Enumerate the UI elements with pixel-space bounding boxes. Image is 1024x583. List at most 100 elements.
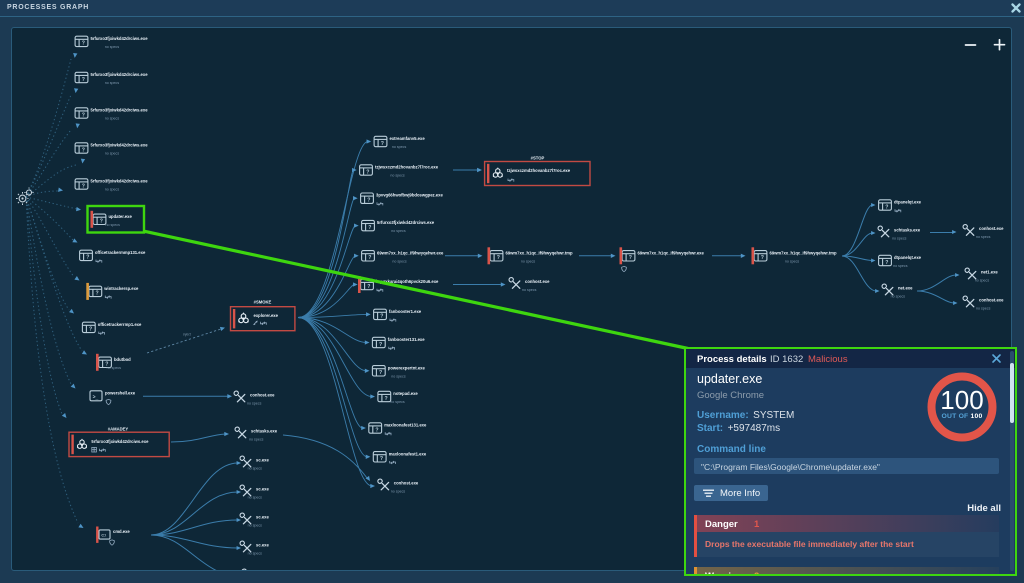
svg-text:?: ? bbox=[367, 284, 370, 290]
svg-text:5rfurxo3fjxiwkd42drciws.exe: 5rfurxo3fjxiwkd42drciws.exe bbox=[91, 439, 149, 444]
svg-text:dtpanelqt.exe: dtpanelqt.exe bbox=[894, 200, 922, 205]
svg-text:updater.exe: updater.exe bbox=[109, 214, 133, 219]
svg-text:3pvvg66hwofbwj9bdoswgpez.exe: 3pvvg66hwofbwj9bdoswgpez.exe bbox=[376, 193, 443, 198]
svg-text:conhost.exe: conhost.exe bbox=[525, 279, 550, 284]
svg-text:conhost.exe: conhost.exe bbox=[394, 481, 419, 486]
svg-text:no specs: no specs bbox=[391, 229, 406, 233]
svg-text:sc.exe: sc.exe bbox=[256, 458, 269, 463]
svg-text:no specs: no specs bbox=[976, 235, 991, 239]
svg-text:?: ? bbox=[497, 255, 500, 261]
svg-text:dtpanelqt.exe: dtpanelqt.exe bbox=[894, 255, 922, 260]
svg-text:?: ? bbox=[381, 141, 384, 147]
svg-text:69wm7xx_h1qc_if9hwyqehwr.tmp: 69wm7xx_h1qc_if9hwyqehwr.tmp bbox=[770, 250, 837, 255]
svg-text:?: ? bbox=[368, 225, 371, 231]
svg-text:?: ? bbox=[100, 219, 103, 225]
svg-text:no specs: no specs bbox=[892, 237, 907, 241]
svg-text:no specs: no specs bbox=[390, 174, 405, 178]
svg-text:?: ? bbox=[761, 255, 764, 261]
svg-text:#AMADEY: #AMADEY bbox=[108, 426, 129, 431]
svg-text:sc.exe: sc.exe bbox=[256, 543, 269, 548]
svg-text:?: ? bbox=[375, 427, 378, 433]
svg-text:?: ? bbox=[885, 260, 888, 266]
svg-text:?: ? bbox=[380, 314, 383, 320]
svg-text:no specs: no specs bbox=[248, 467, 263, 471]
svg-text:69wm7xx_h1qc_if9hwyqehwr.exe: 69wm7xx_h1qc_if9hwyqehwr.exe bbox=[638, 250, 705, 255]
svg-text:?: ? bbox=[96, 291, 99, 297]
svg-text:extreamfanv5.exe: extreamfanv5.exe bbox=[390, 136, 426, 141]
svg-text:no specs: no specs bbox=[521, 259, 536, 263]
svg-text:tzjwsxczmd2hovanbz7l7roc.exe: tzjwsxczmd2hovanbz7l7roc.exe bbox=[375, 165, 439, 170]
svg-text:no specs: no specs bbox=[392, 145, 407, 149]
svg-text:?: ? bbox=[82, 147, 85, 153]
svg-text:tzjwsxczmd2hovanbz7l7roc.exe: tzjwsxczmd2hovanbz7l7roc.exe bbox=[507, 168, 571, 173]
svg-text:?: ? bbox=[368, 255, 371, 261]
svg-text:no specs: no specs bbox=[105, 117, 120, 121]
svg-text:hqurxkarai4qoth6pvck20u6.exe: hqurxkarai4qoth6pvck20u6.exe bbox=[376, 279, 439, 284]
svg-text:no specs: no specs bbox=[247, 402, 262, 406]
svg-text:cmd.exe: cmd.exe bbox=[113, 529, 130, 534]
svg-text:bdutbod: bdutbod bbox=[114, 357, 131, 362]
svg-text:no specs: no specs bbox=[975, 279, 990, 283]
svg-text:?: ? bbox=[82, 41, 85, 47]
svg-text:no specs: no specs bbox=[248, 524, 263, 528]
svg-text:sc.exe: sc.exe bbox=[256, 515, 269, 520]
svg-text:inject: inject bbox=[183, 333, 192, 337]
svg-text:?: ? bbox=[885, 204, 888, 210]
svg-text:no specs: no specs bbox=[390, 400, 405, 404]
svg-text:?: ? bbox=[379, 370, 382, 376]
svg-text:5rfurxo3fjxiwkd42drciws.exe: 5rfurxo3fjxiwkd42drciws.exe bbox=[91, 36, 149, 41]
svg-text:?: ? bbox=[367, 198, 370, 204]
svg-text:5rfurxo3fjxiwkd42drciws.exe: 5rfurxo3fjxiwkd42drciws.exe bbox=[91, 179, 149, 184]
svg-text:wintrackersp.exe: wintrackersp.exe bbox=[103, 286, 139, 291]
svg-text:schtasks.exe: schtasks.exe bbox=[251, 429, 278, 434]
svg-text:?: ? bbox=[82, 112, 85, 118]
svg-text:?: ? bbox=[380, 456, 383, 462]
svg-text:conhost.exe: conhost.exe bbox=[979, 226, 1004, 231]
svg-text:?: ? bbox=[82, 183, 85, 189]
svg-text:no specs: no specs bbox=[785, 259, 800, 263]
svg-text:5rfurxo3fjxiwkd42drciws.exe: 5rfurxo3fjxiwkd42drciws.exe bbox=[377, 220, 435, 225]
svg-text:fanbooster1.exe: fanbooster1.exe bbox=[389, 309, 422, 314]
svg-text:?: ? bbox=[105, 362, 108, 368]
svg-text:5rfurxo3fjxiwkd42drciws.exe: 5rfurxo3fjxiwkd42drciws.exe bbox=[91, 72, 149, 77]
svg-text:conhost.exe: conhost.exe bbox=[250, 393, 275, 398]
svg-text:no specs: no specs bbox=[893, 264, 908, 268]
svg-text:schtasks.exe: schtasks.exe bbox=[894, 228, 921, 233]
svg-text:?: ? bbox=[379, 342, 382, 348]
svg-text:>_: >_ bbox=[93, 394, 99, 400]
svg-text:sc.exe: sc.exe bbox=[258, 571, 271, 572]
svg-text:officetrackermmp131.exe: officetrackermmp131.exe bbox=[95, 250, 146, 255]
svg-text:no specs: no specs bbox=[891, 295, 906, 299]
svg-text:maxloonafest131.exe: maxloonafest131.exe bbox=[384, 423, 427, 428]
svg-text:no specs: no specs bbox=[105, 188, 120, 192]
svg-text:net.exe: net.exe bbox=[898, 286, 913, 291]
svg-text:69wm7xx_h1qc_if9hwyqehwr.exe: 69wm7xx_h1qc_if9hwyqehwr.exe bbox=[377, 250, 444, 255]
svg-text:?: ? bbox=[86, 255, 89, 261]
svg-text:?: ? bbox=[629, 255, 632, 261]
svg-text:no specs: no specs bbox=[105, 81, 120, 85]
svg-text:no specs: no specs bbox=[248, 496, 263, 500]
svg-text:sc.exe: sc.exe bbox=[256, 487, 269, 492]
svg-text:notepad.exe: notepad.exe bbox=[393, 391, 418, 396]
svg-text:no specs: no specs bbox=[249, 438, 264, 442]
svg-text:no specs: no specs bbox=[105, 152, 120, 156]
svg-text:conhost.exe: conhost.exe bbox=[979, 298, 1004, 303]
svg-text:?: ? bbox=[82, 77, 85, 83]
svg-text:5rfurxo3fjxiwkd42drciws.exe: 5rfurxo3fjxiwkd42drciws.exe bbox=[91, 143, 149, 148]
svg-text:C:\: C:\ bbox=[101, 533, 106, 537]
svg-text:#STOP: #STOP bbox=[531, 156, 545, 161]
svg-text:no specs: no specs bbox=[391, 490, 406, 494]
svg-text:powershell.exe: powershell.exe bbox=[105, 390, 136, 395]
svg-text:no specs: no specs bbox=[105, 223, 120, 227]
svg-text:69wm7xx_h1qc_if9hwyqehwr.tmp: 69wm7xx_h1qc_if9hwyqehwr.tmp bbox=[506, 250, 573, 255]
svg-text:explorer.exe: explorer.exe bbox=[254, 313, 279, 318]
svg-text:maxloonafest1.exe: maxloonafest1.exe bbox=[389, 451, 427, 456]
svg-text:?: ? bbox=[89, 327, 92, 333]
svg-text:fanbooster131.exe: fanbooster131.exe bbox=[388, 337, 425, 342]
svg-text:officetrackerrmp1.exe: officetrackerrmp1.exe bbox=[98, 322, 142, 327]
svg-text:no specs: no specs bbox=[522, 288, 537, 292]
svg-text:powerexpertnt.exe: powerexpertnt.exe bbox=[388, 365, 426, 370]
svg-text:net1.exe: net1.exe bbox=[981, 270, 998, 275]
svg-text:no specs: no specs bbox=[392, 259, 407, 263]
svg-text:#SMOKE: #SMOKE bbox=[254, 300, 272, 305]
